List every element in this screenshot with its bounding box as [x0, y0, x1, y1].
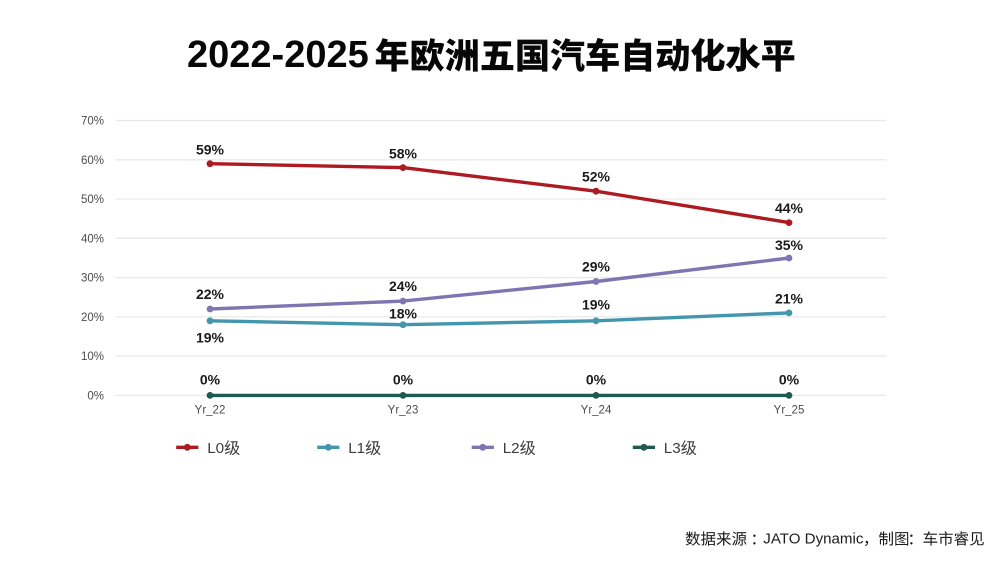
svg-text:L2: L2 — [503, 440, 520, 457]
svg-text:35%: 35% — [775, 237, 804, 253]
svg-text:40%: 40% — [81, 233, 104, 245]
svg-text:52%: 52% — [582, 169, 611, 185]
svg-text:22%: 22% — [196, 286, 225, 302]
svg-text:19%: 19% — [582, 297, 611, 313]
svg-text:29%: 29% — [582, 259, 611, 275]
svg-text:44%: 44% — [775, 200, 804, 216]
svg-text:59%: 59% — [196, 141, 225, 157]
svg-text:0%: 0% — [87, 391, 104, 403]
svg-text:30%: 30% — [81, 273, 104, 285]
svg-text:JATO Dynamic: JATO Dynamic — [763, 530, 864, 547]
svg-text:L3: L3 — [664, 440, 681, 457]
svg-text:0%: 0% — [200, 372, 221, 388]
svg-text:10%: 10% — [81, 351, 104, 363]
svg-text:Yr_25: Yr_25 — [774, 405, 805, 417]
svg-text:0%: 0% — [393, 372, 414, 388]
svg-text:Yr_23: Yr_23 — [388, 405, 419, 417]
svg-text:Yr_24: Yr_24 — [581, 405, 612, 417]
svg-text:70%: 70% — [81, 116, 104, 128]
svg-text:20%: 20% — [81, 312, 104, 324]
svg-text:19%: 19% — [196, 329, 225, 345]
svg-text:60%: 60% — [81, 155, 104, 167]
svg-text:0%: 0% — [586, 372, 607, 388]
svg-text:Yr_22: Yr_22 — [195, 405, 226, 417]
svg-text:2022-2025: 2022-2025 — [187, 34, 369, 76]
svg-text:L1: L1 — [348, 440, 365, 457]
svg-text:58%: 58% — [389, 146, 418, 162]
svg-text:0%: 0% — [779, 372, 800, 388]
svg-text:21%: 21% — [775, 291, 804, 307]
svg-text:L0: L0 — [207, 440, 224, 457]
svg-text:24%: 24% — [389, 278, 418, 294]
svg-text:18%: 18% — [389, 306, 418, 322]
svg-text:50%: 50% — [81, 194, 104, 206]
